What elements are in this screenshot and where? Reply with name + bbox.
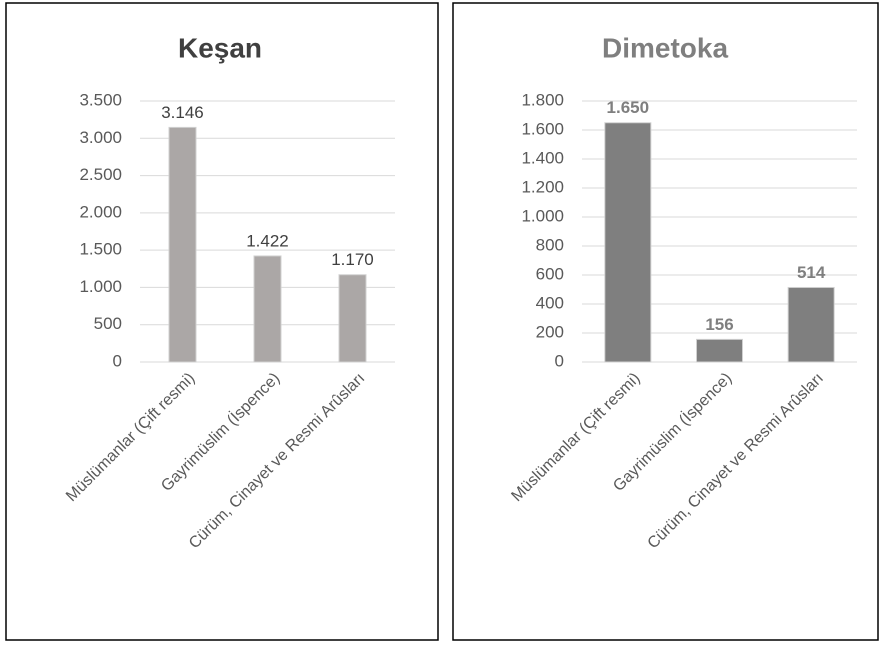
y-tick-label: 2.500 [79, 165, 122, 184]
bar [253, 255, 282, 363]
y-tick-label: 1.800 [521, 90, 564, 109]
y-tick-label: 500 [94, 314, 122, 333]
y-tick-label: 0 [113, 351, 122, 370]
y-tick-label: 1.000 [521, 206, 564, 225]
y-tick-label: 1.200 [521, 177, 564, 196]
y-tick-label: 1.400 [521, 148, 564, 167]
data-label: 1.170 [331, 250, 374, 269]
data-label: 1.650 [607, 98, 650, 117]
y-tick-label: 600 [536, 264, 564, 283]
y-tick-label: 400 [536, 293, 564, 312]
bar [168, 126, 197, 363]
y-tick-label: 800 [536, 235, 564, 254]
y-tick-label: 200 [536, 322, 564, 341]
data-label: 1.422 [246, 231, 289, 250]
chart-title: Dimetoka [602, 32, 728, 63]
bar [338, 274, 367, 363]
y-tick-label: 1.600 [521, 119, 564, 138]
y-tick-label: 2.000 [79, 202, 122, 221]
bar [787, 286, 835, 363]
y-tick-label: 1.000 [79, 277, 122, 296]
data-label: 3.146 [161, 103, 204, 122]
chart-title: Keşan [178, 32, 262, 63]
data-label: 514 [797, 263, 826, 282]
panel [5, 2, 439, 641]
y-tick-label: 0 [555, 351, 564, 370]
data-label: 156 [705, 315, 733, 334]
y-tick-label: 3.500 [79, 90, 122, 109]
y-tick-label: 1.500 [79, 240, 122, 259]
bar [604, 122, 652, 363]
y-tick-label: 3.000 [79, 128, 122, 147]
bar [696, 338, 743, 363]
